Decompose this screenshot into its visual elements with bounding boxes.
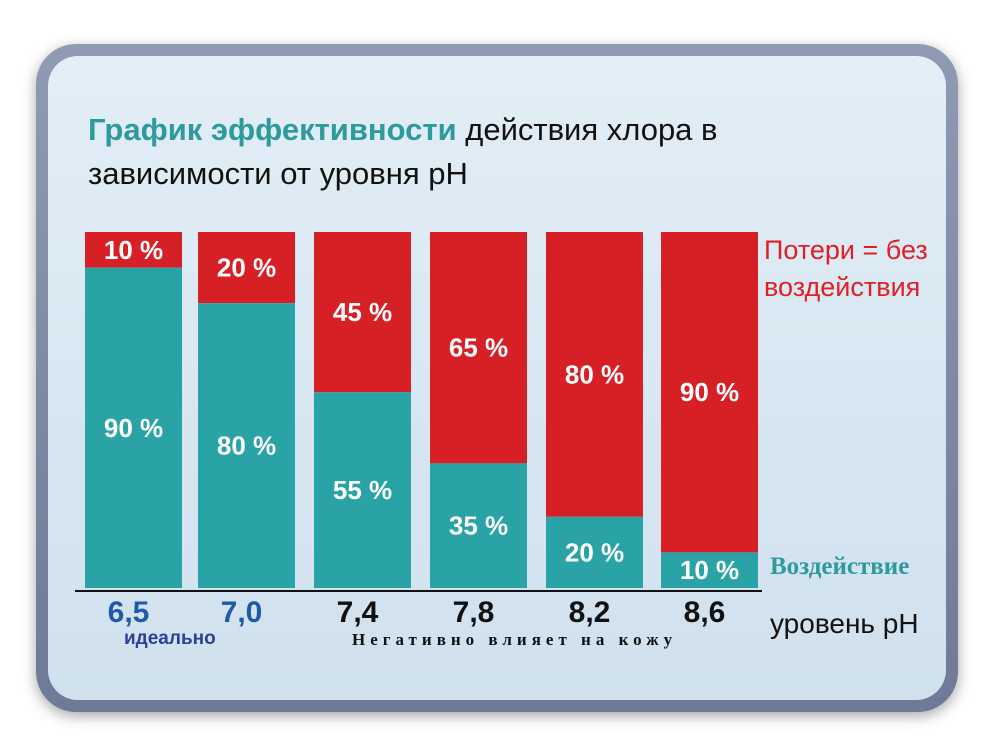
data-label-loss: 45 % bbox=[333, 297, 392, 327]
title-rest: действия хлора в зависимости от уровня p… bbox=[88, 112, 718, 191]
data-label-effect: 10 % bbox=[680, 555, 739, 585]
bar-loss bbox=[314, 232, 411, 393]
annotation-ideal: идеально bbox=[124, 628, 216, 649]
data-label-effect: 35 % bbox=[449, 511, 508, 541]
data-label-loss: 90 % bbox=[680, 377, 739, 407]
x-tick-label: 7,0 bbox=[221, 596, 263, 629]
bar-loss bbox=[546, 232, 643, 517]
data-label-loss: 20 % bbox=[217, 253, 276, 283]
bar-effect bbox=[546, 516, 643, 588]
x-tick-label: 8,6 bbox=[684, 596, 726, 629]
x-tick-label: 6,5 bbox=[108, 596, 150, 629]
data-label-loss: 65 % bbox=[449, 333, 508, 363]
bar-loss bbox=[198, 232, 295, 304]
bar-loss bbox=[661, 232, 758, 553]
title-highlight: График эффективности bbox=[88, 112, 457, 147]
bar-loss bbox=[430, 232, 527, 464]
data-label-loss: 10 % bbox=[104, 235, 163, 265]
bar-effect bbox=[314, 392, 411, 588]
data-label-effect: 20 % bbox=[565, 537, 624, 567]
bar-effect bbox=[85, 267, 182, 588]
bar-effect bbox=[661, 552, 758, 588]
bar-effect bbox=[430, 463, 527, 588]
data-label-effect: 90 % bbox=[104, 413, 163, 443]
x-axis-label: уровень pH bbox=[770, 608, 919, 639]
annotation-negative: Негативно влияет на кожу bbox=[352, 630, 678, 649]
chart-title: График эффективности действия хлора в за… bbox=[88, 108, 788, 196]
data-label-effect: 55 % bbox=[333, 475, 392, 505]
data-label-loss: 80 % bbox=[565, 359, 624, 389]
x-tick-label: 7,8 bbox=[453, 596, 495, 629]
legend-loss: Потери = без воздействия bbox=[764, 235, 928, 302]
x-tick-label: 7,4 bbox=[337, 596, 379, 629]
x-tick-label: 8,2 bbox=[569, 596, 611, 629]
bar-effect bbox=[198, 303, 295, 588]
legend-effect: Воздействие bbox=[770, 553, 910, 580]
data-label-effect: 80 % bbox=[217, 431, 276, 461]
bar-loss bbox=[85, 232, 182, 268]
